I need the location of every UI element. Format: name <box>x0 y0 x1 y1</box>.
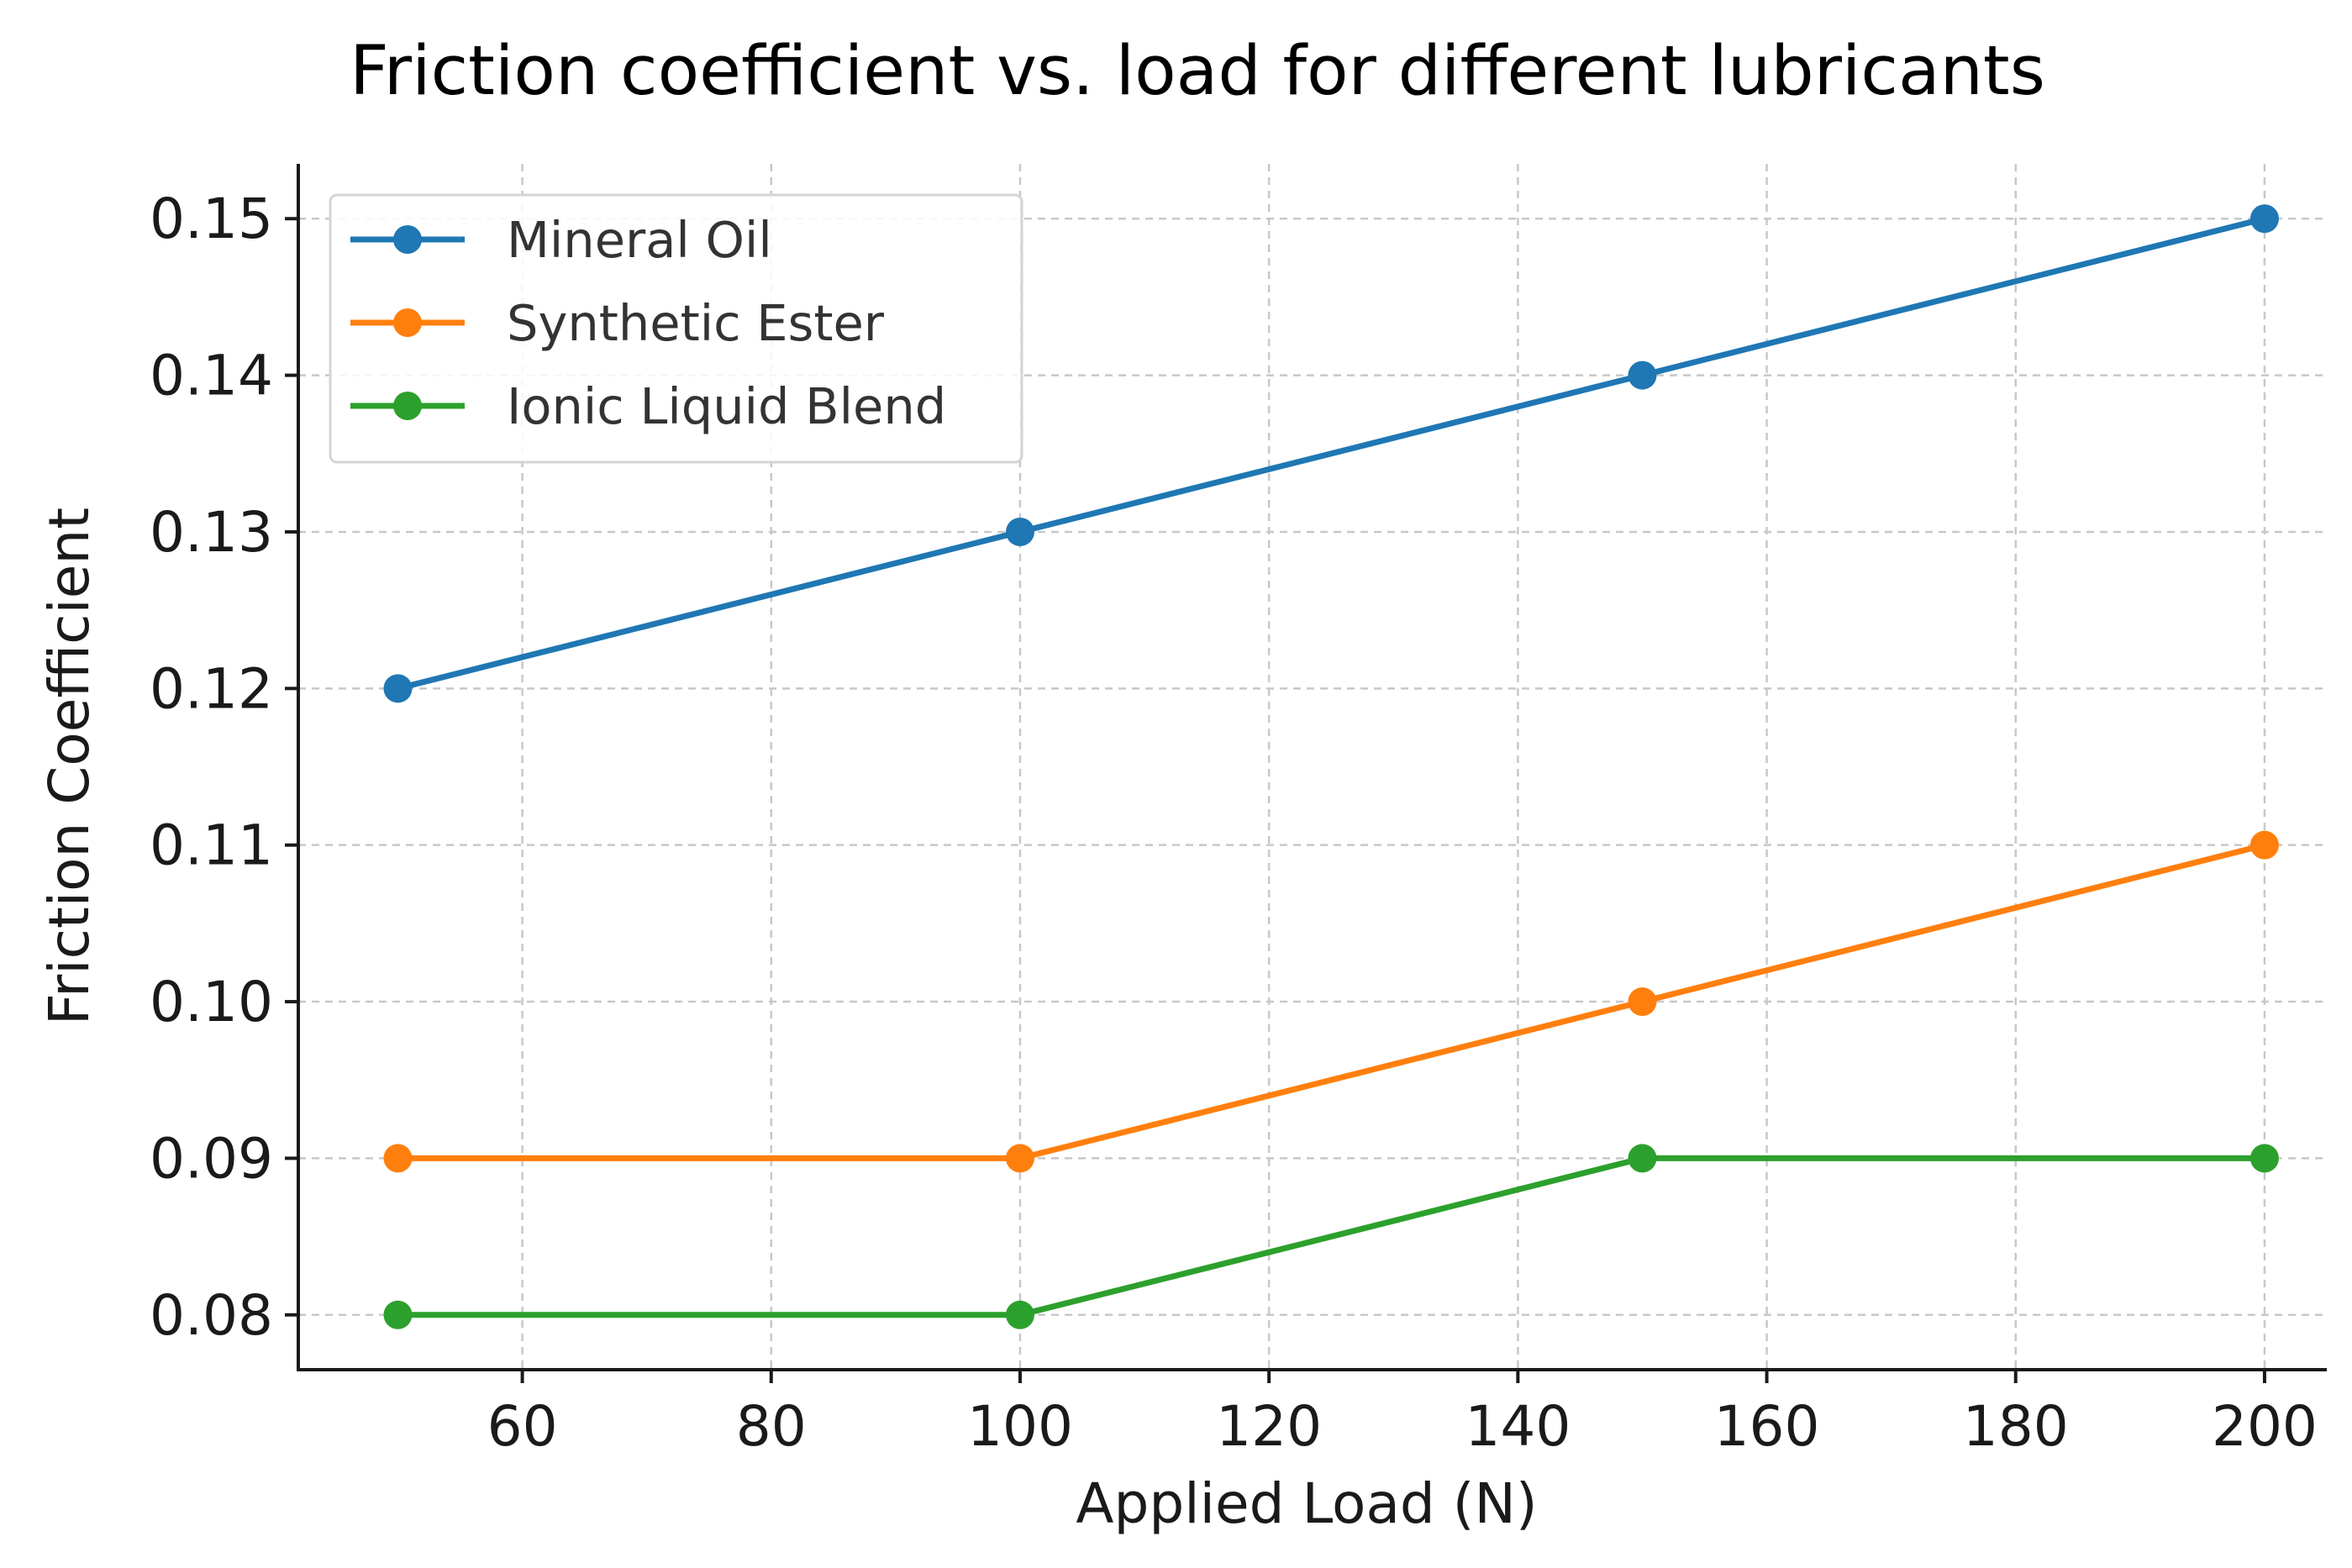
data-point <box>1005 1300 1034 1329</box>
data-point <box>383 1144 413 1173</box>
legend-swatch-marker <box>393 225 422 254</box>
axes: 60 80 100 120 140 160 180 200 0.08 0.09 0.10 0.11 0.… <box>150 164 2327 1459</box>
legend-label: Ionic Liquid Blend <box>507 377 946 435</box>
x-tick-label: 140 <box>1465 1394 1571 1459</box>
y-tick-label: 0.08 <box>150 1283 273 1348</box>
y-axis-title: Friction Coefficient <box>37 508 102 1025</box>
x-tick-label: 200 <box>2212 1394 2318 1459</box>
x-axis-title: Applied Load (N) <box>1076 1471 1537 1536</box>
data-point <box>2249 204 2279 234</box>
x-tick-label: 100 <box>967 1394 1073 1459</box>
x-tick-label: 80 <box>736 1394 807 1459</box>
data-point <box>1005 1144 1034 1173</box>
data-point <box>383 674 413 703</box>
data-point <box>2249 830 2279 860</box>
legend-swatch-marker <box>393 308 422 337</box>
y-tick-label: 0.11 <box>150 813 273 878</box>
data-point <box>1628 360 1657 390</box>
x-tick-label: 120 <box>1216 1394 1322 1459</box>
data-point <box>1005 517 1034 546</box>
axis-spines <box>297 164 2327 1371</box>
legend-label: Synthetic Ester <box>507 294 885 352</box>
y-tick-label: 0.10 <box>150 970 273 1034</box>
data-point <box>2249 1144 2279 1173</box>
x-tick-label: 160 <box>1714 1394 1820 1459</box>
legend-label: Mineral Oil <box>507 211 772 269</box>
y-tick-label: 0.12 <box>150 656 273 721</box>
data-point <box>383 1300 413 1329</box>
y-tick-label: 0.14 <box>150 344 273 408</box>
legend-box <box>329 193 1023 464</box>
data-point <box>1628 987 1657 1017</box>
y-tick-label: 0.15 <box>150 187 273 251</box>
legend: Mineral Oil Synthetic Ester Ionic Liquid B… <box>329 193 1023 464</box>
legend-swatch-marker <box>393 392 422 420</box>
x-tick-label: 60 <box>487 1394 558 1459</box>
chart-title: Friction coefficient vs. load for differ… <box>350 32 2045 111</box>
y-tick-label: 0.13 <box>150 500 273 565</box>
data-point <box>1628 1144 1657 1173</box>
series-line <box>397 842 2265 1161</box>
series-line <box>397 215 2265 692</box>
y-tick-label: 0.09 <box>150 1126 273 1191</box>
x-tick-label: 180 <box>1963 1394 2069 1459</box>
series-layer <box>383 204 2279 1329</box>
series-line <box>397 1155 2265 1318</box>
